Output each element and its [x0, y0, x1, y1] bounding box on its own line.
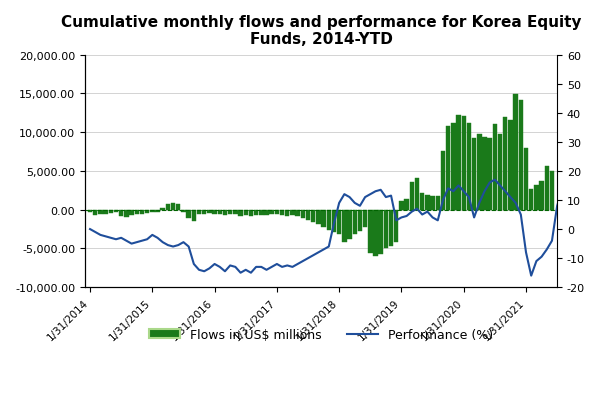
Bar: [441, 151, 445, 210]
Bar: [347, 210, 352, 240]
Bar: [98, 210, 103, 214]
Bar: [311, 210, 316, 222]
Bar: [415, 178, 419, 210]
Bar: [316, 210, 320, 225]
Bar: [394, 210, 398, 243]
Bar: [493, 125, 497, 210]
Bar: [130, 210, 134, 216]
Bar: [280, 210, 284, 216]
Bar: [207, 210, 212, 213]
Bar: [425, 196, 430, 210]
Bar: [534, 185, 539, 210]
Bar: [383, 210, 388, 249]
Bar: [88, 210, 92, 213]
Bar: [358, 210, 362, 231]
Title: Cumulative monthly flows and performance for Korea Equity
Funds, 2014-YTD: Cumulative monthly flows and performance…: [61, 15, 581, 47]
Bar: [487, 139, 492, 210]
Bar: [399, 202, 404, 210]
Bar: [514, 95, 518, 210]
Bar: [166, 205, 170, 210]
Bar: [389, 210, 393, 247]
Bar: [326, 210, 331, 230]
Bar: [503, 118, 508, 210]
Bar: [249, 210, 253, 216]
Bar: [518, 101, 523, 210]
Bar: [223, 210, 227, 216]
Bar: [119, 210, 124, 216]
Bar: [160, 209, 165, 210]
Bar: [228, 210, 232, 214]
Bar: [103, 210, 108, 215]
Bar: [306, 210, 310, 220]
Bar: [254, 210, 259, 216]
Bar: [181, 210, 185, 213]
Bar: [269, 210, 274, 215]
Bar: [155, 210, 160, 212]
Bar: [342, 210, 347, 243]
Bar: [244, 210, 248, 216]
Bar: [550, 171, 554, 210]
Bar: [218, 210, 222, 215]
Bar: [451, 124, 455, 210]
Bar: [420, 193, 424, 210]
Bar: [176, 205, 181, 210]
Bar: [290, 210, 295, 216]
Bar: [472, 139, 476, 210]
Bar: [285, 210, 289, 216]
Bar: [467, 124, 471, 210]
Bar: [150, 210, 155, 213]
Bar: [373, 210, 378, 256]
Bar: [233, 210, 238, 215]
Bar: [332, 210, 336, 233]
Bar: [457, 116, 461, 210]
Bar: [114, 210, 118, 213]
Bar: [238, 210, 243, 216]
Bar: [322, 210, 326, 227]
Bar: [446, 126, 451, 210]
Bar: [109, 210, 113, 213]
Bar: [461, 117, 466, 210]
Bar: [191, 210, 196, 221]
Bar: [539, 182, 544, 210]
Bar: [477, 135, 482, 210]
Bar: [197, 210, 201, 215]
Bar: [264, 210, 269, 216]
Bar: [301, 210, 305, 219]
Bar: [259, 210, 263, 215]
Bar: [368, 210, 373, 254]
Bar: [524, 148, 528, 210]
Bar: [202, 210, 206, 214]
Bar: [124, 210, 128, 218]
Bar: [410, 182, 414, 210]
Bar: [134, 210, 139, 214]
Bar: [140, 210, 144, 215]
Bar: [379, 210, 383, 254]
Bar: [430, 196, 435, 210]
Bar: [93, 210, 97, 216]
Bar: [508, 120, 512, 210]
Bar: [498, 134, 502, 210]
Bar: [404, 199, 409, 210]
Bar: [295, 210, 300, 216]
Bar: [171, 203, 175, 210]
Bar: [363, 210, 367, 227]
Bar: [436, 196, 440, 210]
Bar: [545, 167, 549, 210]
Bar: [529, 189, 533, 210]
Bar: [275, 210, 279, 215]
Bar: [187, 210, 191, 219]
Bar: [337, 210, 341, 235]
Bar: [482, 137, 487, 210]
Bar: [353, 210, 357, 235]
Bar: [212, 210, 217, 214]
Bar: [145, 210, 149, 213]
Legend: Flows in US$ millions, Performance (%): Flows in US$ millions, Performance (%): [144, 324, 498, 346]
